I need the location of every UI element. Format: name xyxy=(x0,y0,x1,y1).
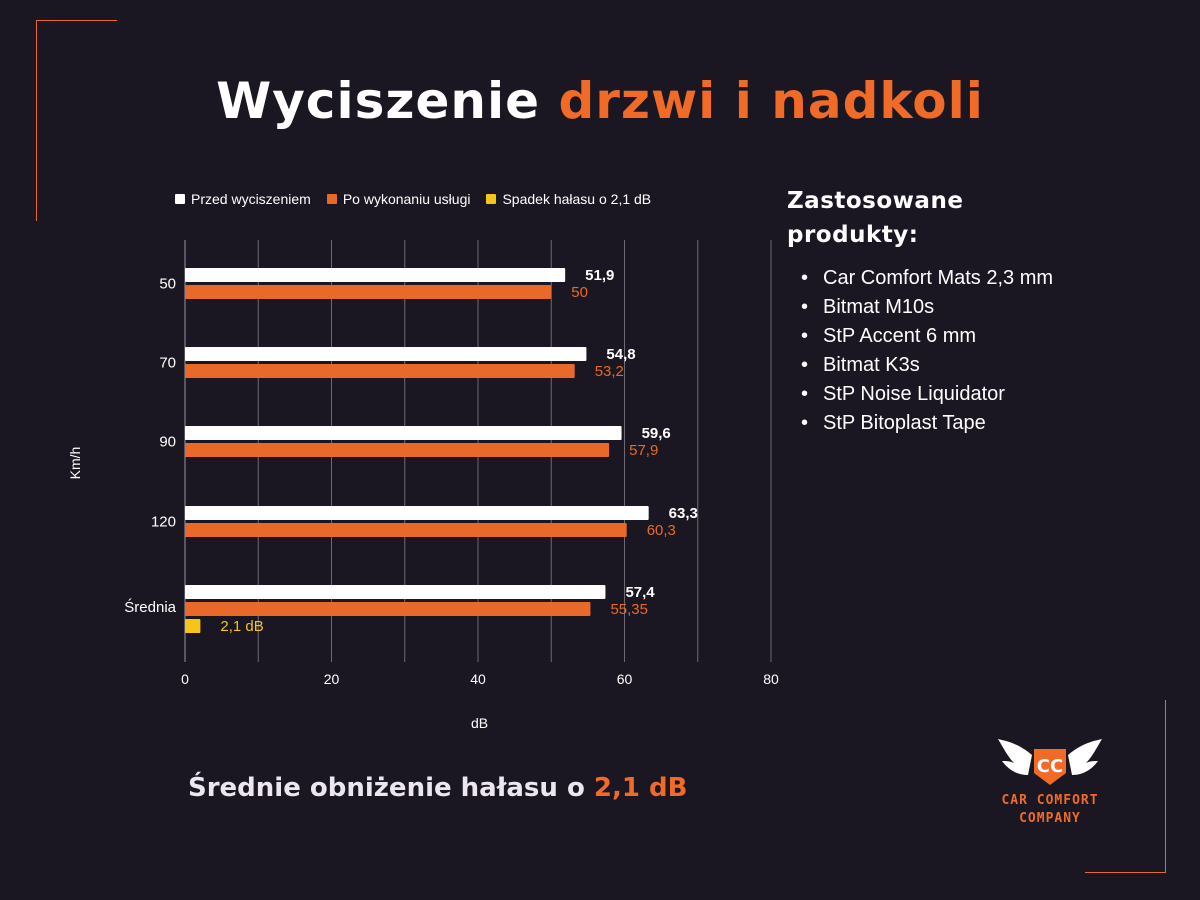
bar-after xyxy=(185,523,627,537)
product-item: Bitmat K3s xyxy=(787,351,1177,380)
products-heading-line1: Zastosowane xyxy=(787,188,964,214)
data-label-before: 59,6 xyxy=(642,425,671,442)
bar-before xyxy=(185,506,649,520)
x-tick-label: 20 xyxy=(324,671,340,687)
product-item: Car Comfort Mats 2,3 mm xyxy=(787,264,1177,293)
legend-item-before: Przed wyciszeniem xyxy=(175,191,311,207)
legend-label-drop: Spadek hałasu o 2,1 dB xyxy=(502,191,652,207)
bar-drop xyxy=(185,619,201,633)
y-tick-label: Średnia xyxy=(124,598,176,616)
company-logo: CC CAR COMFORT COMPANY xyxy=(970,735,1130,835)
legend-label-after: Po wykonaniu usługi xyxy=(342,191,471,207)
data-label-before: 57,4 xyxy=(625,584,655,601)
x-tick-label: 40 xyxy=(470,671,486,687)
y-tick-label: 70 xyxy=(159,355,176,372)
summary-main: Średnie obniżenie hałasu o xyxy=(188,773,585,803)
x-axis-label: dB xyxy=(471,715,488,731)
x-tick-label: 60 xyxy=(617,671,633,687)
products-heading-line2: produkty: xyxy=(787,222,919,248)
bar-after xyxy=(185,443,610,457)
decorative-frame-bottom-right xyxy=(1085,700,1166,873)
logo-initials: CC xyxy=(1037,756,1063,777)
wings-logo-icon: CC xyxy=(998,739,1102,785)
bar-before xyxy=(185,347,587,361)
chart-legend: Przed wyciszeniem Po wykonaniu usługi Sp… xyxy=(175,191,651,207)
bar-before xyxy=(185,426,622,440)
summary-text: Średnie obniżenie hałasu o 2,1 dB xyxy=(188,773,687,803)
data-label-after: 60,3 xyxy=(647,522,676,539)
products-heading: Zastosowane produkty: xyxy=(787,184,1177,252)
logo-text-line1: CAR COMFORT xyxy=(1001,793,1099,808)
product-item: Bitmat M10s xyxy=(787,293,1177,322)
summary-accent: 2,1 dB xyxy=(593,773,688,803)
y-tick-label: 50 xyxy=(159,276,176,293)
products-list: Car Comfort Mats 2,3 mm Bitmat M10s StP … xyxy=(787,264,1177,438)
y-tick-label: 90 xyxy=(159,434,176,451)
data-label-drop: 2,1 dB xyxy=(220,618,263,635)
title-accent: drzwi i nadkoli xyxy=(558,72,984,130)
bar-after xyxy=(185,285,552,299)
data-label-after: 50 xyxy=(571,284,588,301)
bar-before xyxy=(185,585,606,599)
legend-item-after: Po wykonaniu usługi xyxy=(326,191,471,207)
title-main: Wyciszenie xyxy=(216,72,541,130)
products-panel: Zastosowane produkty: Car Comfort Mats 2… xyxy=(787,184,1177,438)
data-label-before: 63,3 xyxy=(669,505,698,522)
legend-label-before: Przed wyciszeniem xyxy=(191,191,311,207)
logo-text-line2: COMPANY xyxy=(1019,811,1081,826)
decorative-frame-top-left xyxy=(36,20,117,221)
data-label-after: 57,9 xyxy=(629,442,658,459)
y-axis-label: Km/h xyxy=(67,447,83,480)
legend-swatch-drop xyxy=(486,194,497,204)
x-tick-label: 80 xyxy=(763,671,779,687)
legend-item-drop: Spadek hałasu o 2,1 dB xyxy=(486,191,651,207)
page-title: Wyciszenie drzwi i nadkoli xyxy=(0,72,1200,130)
y-tick-label: 120 xyxy=(151,514,176,531)
product-item: StP Noise Liquidator xyxy=(787,380,1177,409)
bar-after xyxy=(185,364,575,378)
legend-swatch-before xyxy=(175,194,185,204)
x-tick-label: 0 xyxy=(181,671,189,687)
legend-swatch-after xyxy=(326,194,337,204)
product-item: StP Accent 6 mm xyxy=(787,322,1177,351)
data-label-after: 53,2 xyxy=(595,363,624,380)
data-label-before: 54,8 xyxy=(606,346,635,363)
bar-after xyxy=(185,602,591,616)
bar-before xyxy=(185,268,566,282)
product-item: StP Bitoplast Tape xyxy=(787,409,1177,438)
data-label-before: 51,9 xyxy=(585,267,614,284)
data-label-after: 55,35 xyxy=(610,601,648,618)
